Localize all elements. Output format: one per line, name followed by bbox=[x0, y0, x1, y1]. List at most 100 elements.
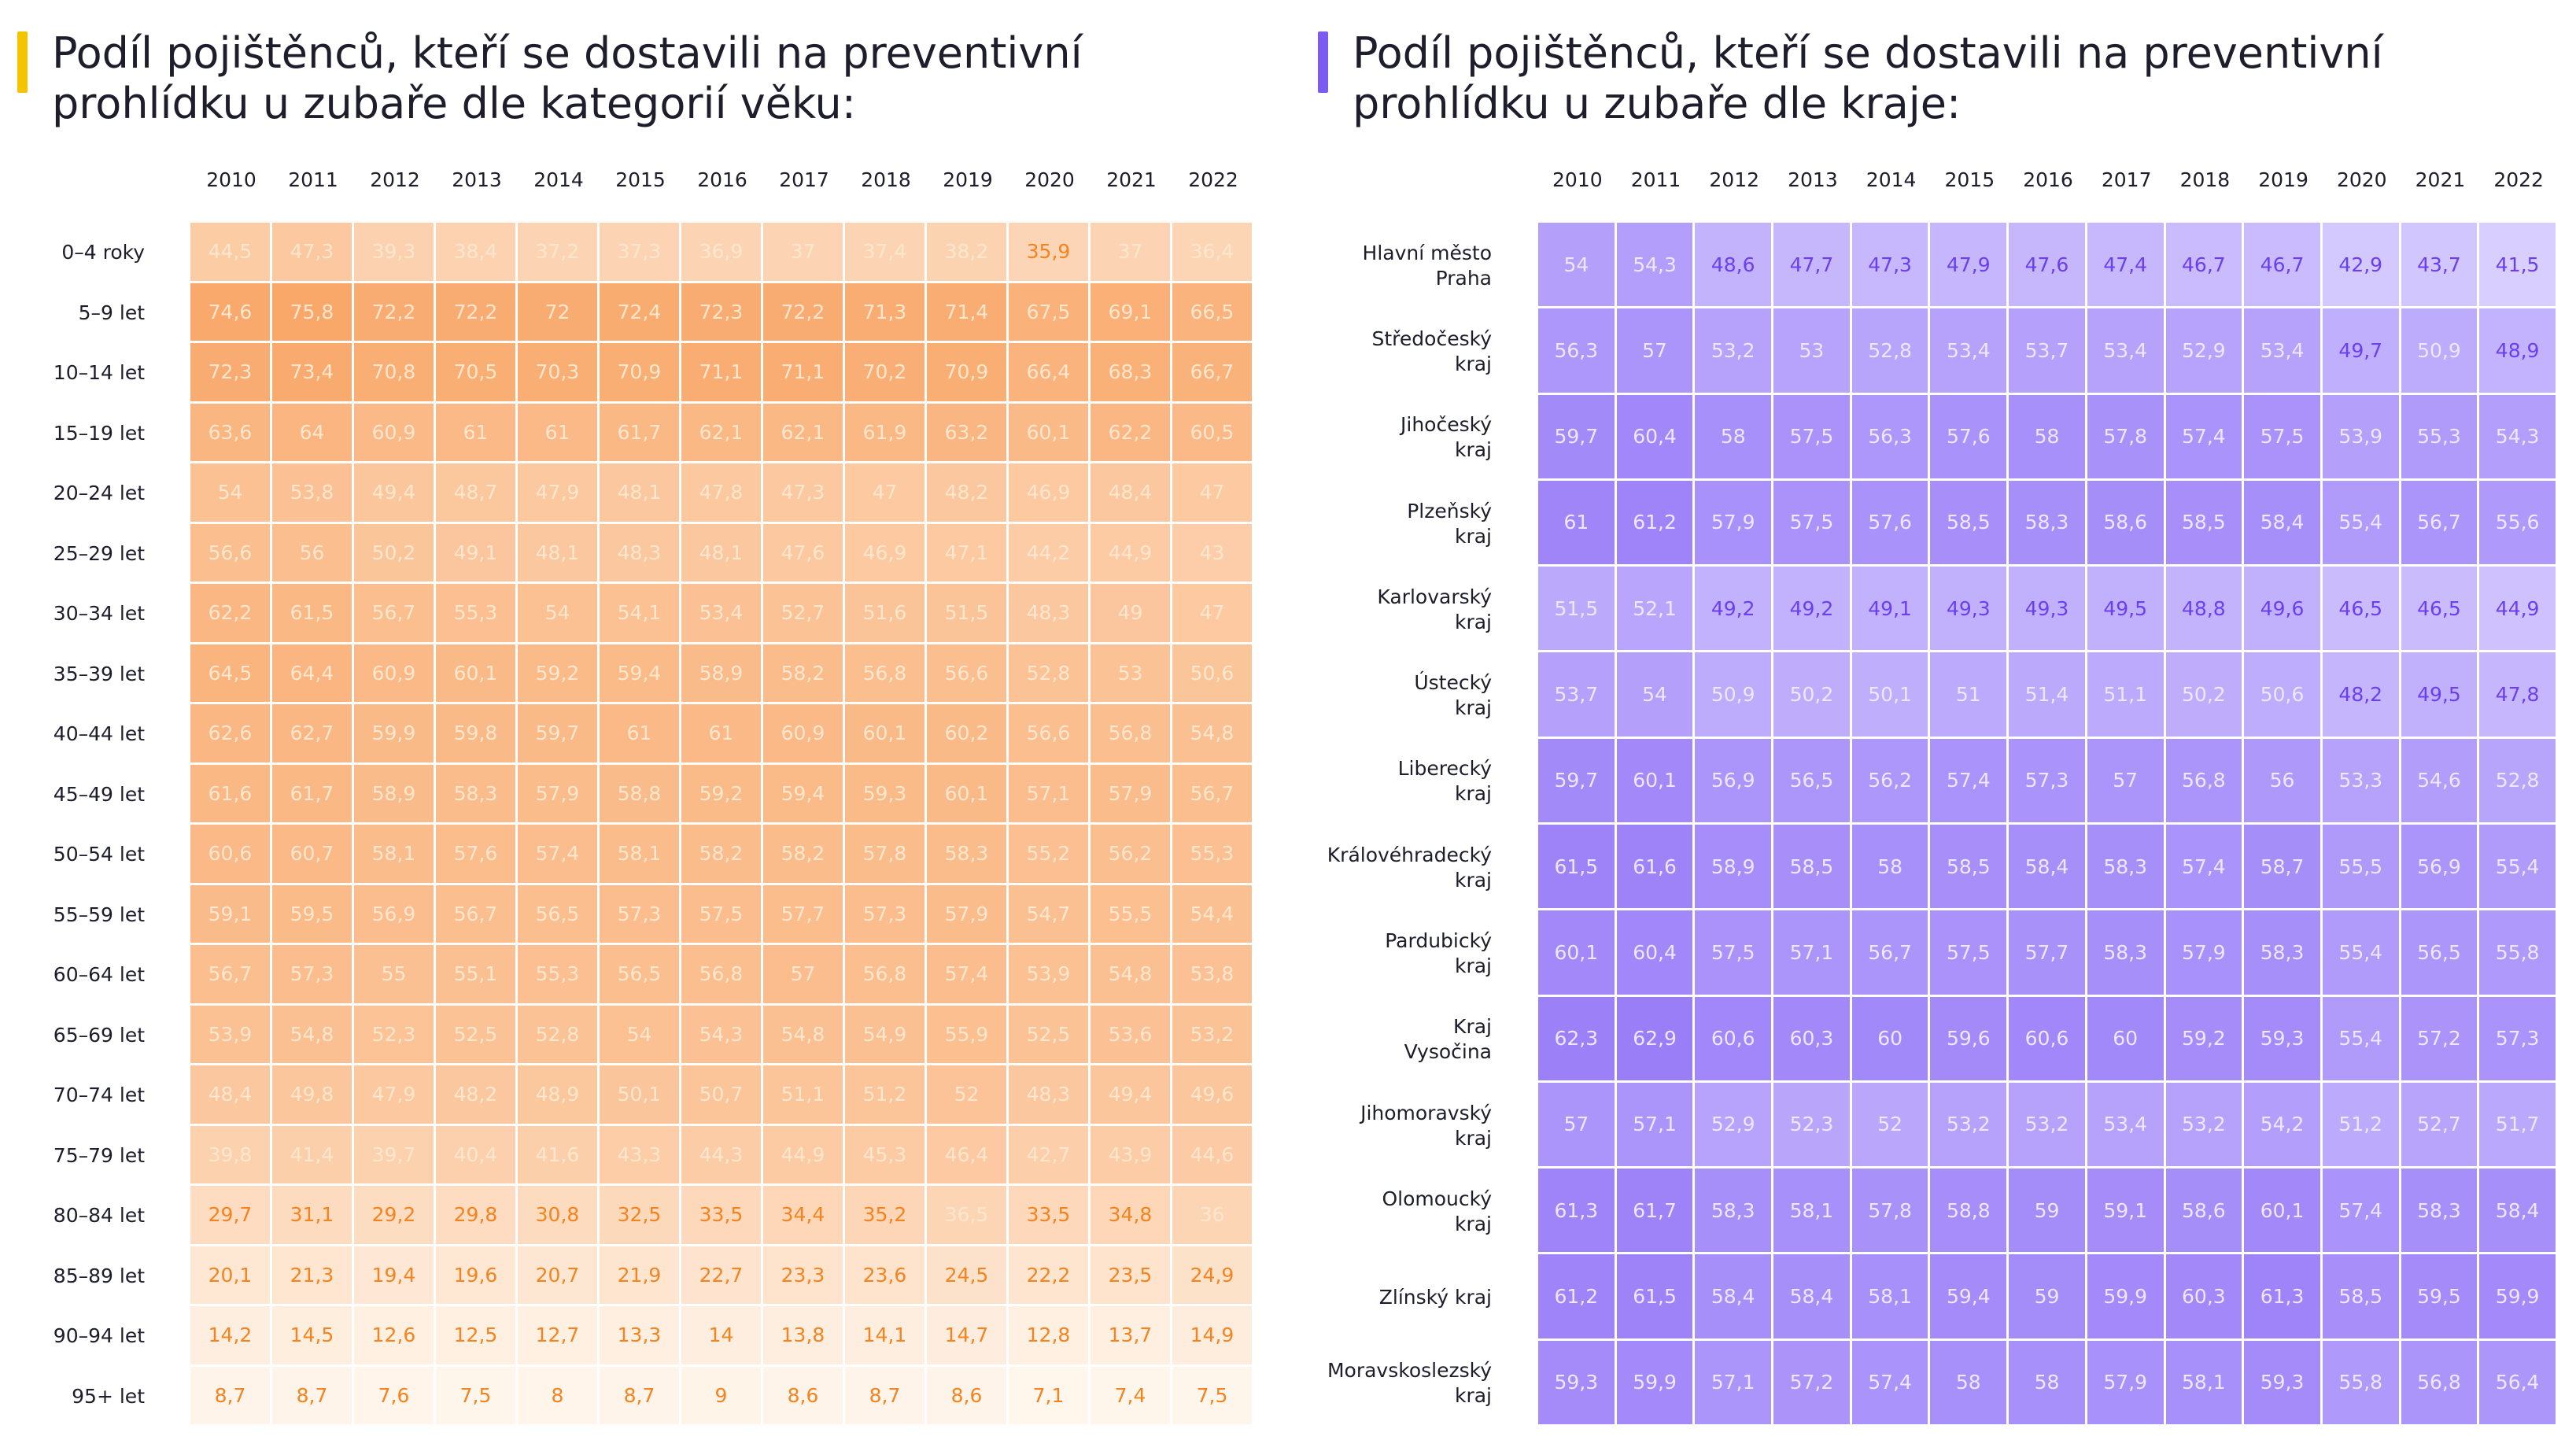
heatmap-cell: 56,8 bbox=[845, 945, 927, 1006]
heatmap-cell: 19,4 bbox=[354, 1246, 436, 1306]
heatmap-cell: 57,5 bbox=[1695, 910, 1774, 997]
heatmap-cell: 39,8 bbox=[190, 1125, 272, 1186]
heatmap-cell: 48,9 bbox=[2479, 308, 2558, 395]
year-tick-label: 2022 bbox=[2493, 168, 2544, 191]
heatmap-cell: 52,7 bbox=[2401, 1082, 2480, 1169]
heatmap-cell: 56,7 bbox=[354, 584, 436, 644]
heatmap-cell: 53,8 bbox=[1172, 945, 1254, 1006]
heatmap-cell: 52,3 bbox=[354, 1005, 436, 1065]
heatmap-cell: 14,9 bbox=[1172, 1306, 1254, 1367]
heatmap-cell: 47,6 bbox=[763, 523, 845, 584]
heatmap-cell: 69,1 bbox=[1091, 282, 1172, 343]
heatmap-cell: 62,7 bbox=[272, 704, 354, 765]
heatmap-cell: 46,4 bbox=[927, 1125, 1009, 1186]
heatmap-cell: 46,5 bbox=[2322, 567, 2401, 653]
heatmap-cell: 53,7 bbox=[2009, 308, 2087, 395]
row-label: 0–4 roky bbox=[61, 241, 145, 264]
heatmap-cell: 71,3 bbox=[845, 282, 927, 343]
heatmap-cell: 37,3 bbox=[600, 223, 681, 283]
row-label: Plzeňský kraj bbox=[1407, 499, 1492, 548]
heatmap-cell: 72,2 bbox=[763, 282, 845, 343]
heatmap-cell: 58 bbox=[1930, 1340, 2010, 1427]
heatmap-cell: 49,6 bbox=[2244, 567, 2323, 653]
heatmap-cell: 58,3 bbox=[436, 764, 518, 825]
heatmap-cell: 56,8 bbox=[681, 945, 763, 1006]
heatmap-cell: 70,5 bbox=[436, 343, 518, 404]
heatmap-cell: 61,5 bbox=[272, 584, 354, 644]
heatmap-cell: 60,6 bbox=[1695, 996, 1774, 1083]
heatmap-cell: 57,9 bbox=[927, 884, 1009, 945]
heatmap-cell: 62,2 bbox=[1091, 403, 1172, 463]
year-tick-label: 2011 bbox=[288, 168, 338, 191]
heatmap-cell: 54 bbox=[600, 1005, 681, 1065]
heatmap-cell: 51 bbox=[1930, 652, 2010, 739]
heatmap-cell: 37,4 bbox=[845, 223, 927, 283]
heatmap-cell: 55,5 bbox=[2322, 825, 2401, 911]
heatmap-cell: 57,1 bbox=[1616, 1082, 1696, 1169]
heatmap-cell: 44,9 bbox=[2479, 567, 2558, 653]
year-tick-label: 2017 bbox=[2101, 168, 2152, 191]
heatmap-cell: 57,5 bbox=[1930, 910, 2010, 997]
heatmap-cell: 59,9 bbox=[1616, 1340, 1696, 1427]
heatmap-cell: 53 bbox=[1091, 644, 1172, 704]
region-heatmap-panel: Podíl pojištěnců, kteří se dostavili na … bbox=[1306, 0, 2576, 1451]
heatmap-cell: 44,6 bbox=[1172, 1125, 1254, 1186]
year-tick-label: 2021 bbox=[1106, 168, 1157, 191]
heatmap-cell: 37,2 bbox=[518, 223, 600, 283]
heatmap-cell: 57,9 bbox=[1091, 764, 1172, 825]
heatmap-cell: 56,8 bbox=[845, 644, 927, 704]
heatmap-cell: 33,5 bbox=[1009, 1186, 1091, 1246]
year-tick-label: 2015 bbox=[615, 168, 666, 191]
heatmap-cell: 57,4 bbox=[518, 825, 600, 885]
heatmap-cell: 61 bbox=[436, 403, 518, 463]
heatmap-cell: 20,7 bbox=[518, 1246, 600, 1306]
year-tick-label: 2012 bbox=[1709, 168, 1760, 191]
heatmap-cell: 58,3 bbox=[927, 825, 1009, 885]
heatmap-cell: 50,9 bbox=[2401, 308, 2480, 395]
heatmap-cell: 12,6 bbox=[354, 1306, 436, 1367]
heatmap-cell: 75,8 bbox=[272, 282, 354, 343]
heatmap-cell: 48,2 bbox=[436, 1065, 518, 1126]
heatmap-cell: 60,1 bbox=[2244, 1169, 2323, 1255]
year-tick-label: 2012 bbox=[370, 168, 420, 191]
heatmap-cell: 59,3 bbox=[1538, 1340, 1617, 1427]
heatmap-cell: 50,2 bbox=[1773, 652, 1852, 739]
heatmap-cell: 43,7 bbox=[2401, 223, 2480, 309]
heatmap-cell: 57,8 bbox=[2087, 394, 2166, 481]
heatmap-cell: 21,3 bbox=[272, 1246, 354, 1306]
heatmap-cell: 13,3 bbox=[600, 1306, 681, 1367]
year-tick-label: 2010 bbox=[1552, 168, 1603, 191]
heatmap-cell: 59,4 bbox=[600, 644, 681, 704]
row-label: Zlínský kraj bbox=[1378, 1286, 1492, 1309]
heatmap-cell: 34,4 bbox=[763, 1186, 845, 1246]
heatmap-cell: 58 bbox=[2009, 394, 2087, 481]
row-label: 45–49 let bbox=[53, 782, 145, 806]
heatmap-cell: 61,5 bbox=[1616, 1254, 1696, 1341]
heatmap-cell: 70,3 bbox=[518, 343, 600, 404]
heatmap-cell: 53,2 bbox=[1172, 1005, 1254, 1065]
heatmap-cell: 53,3 bbox=[2322, 738, 2401, 825]
heatmap-cell: 53,4 bbox=[2087, 1082, 2166, 1169]
heatmap-cell: 56,2 bbox=[1851, 738, 1931, 825]
heatmap-cell: 47 bbox=[1172, 463, 1254, 524]
heatmap-cell: 61 bbox=[518, 403, 600, 463]
heatmap-cell: 57,1 bbox=[1009, 764, 1091, 825]
heatmap-cell: 48,3 bbox=[1009, 584, 1091, 644]
year-tick-label: 2014 bbox=[533, 168, 584, 191]
heatmap-cell: 53 bbox=[1773, 308, 1852, 395]
heatmap-cell: 43,9 bbox=[1091, 1125, 1172, 1186]
heatmap-cell: 58,2 bbox=[763, 644, 845, 704]
heatmap-cell: 22,2 bbox=[1009, 1246, 1091, 1306]
row-label: 10–14 let bbox=[53, 361, 145, 385]
heatmap-cell: 64,4 bbox=[272, 644, 354, 704]
heatmap-cell: 56,7 bbox=[190, 945, 272, 1006]
heatmap-cell: 61,9 bbox=[845, 403, 927, 463]
heatmap-cell: 58,8 bbox=[600, 764, 681, 825]
heatmap-cell: 61,7 bbox=[1616, 1169, 1696, 1255]
heatmap-cell: 44,9 bbox=[1091, 523, 1172, 584]
heatmap-cell: 58,1 bbox=[1773, 1169, 1852, 1255]
heatmap-cell: 56 bbox=[272, 523, 354, 584]
heatmap-cell: 48,2 bbox=[927, 463, 1009, 524]
heatmap-cell: 58,5 bbox=[2322, 1254, 2401, 1341]
year-tick-label: 2022 bbox=[1188, 168, 1238, 191]
